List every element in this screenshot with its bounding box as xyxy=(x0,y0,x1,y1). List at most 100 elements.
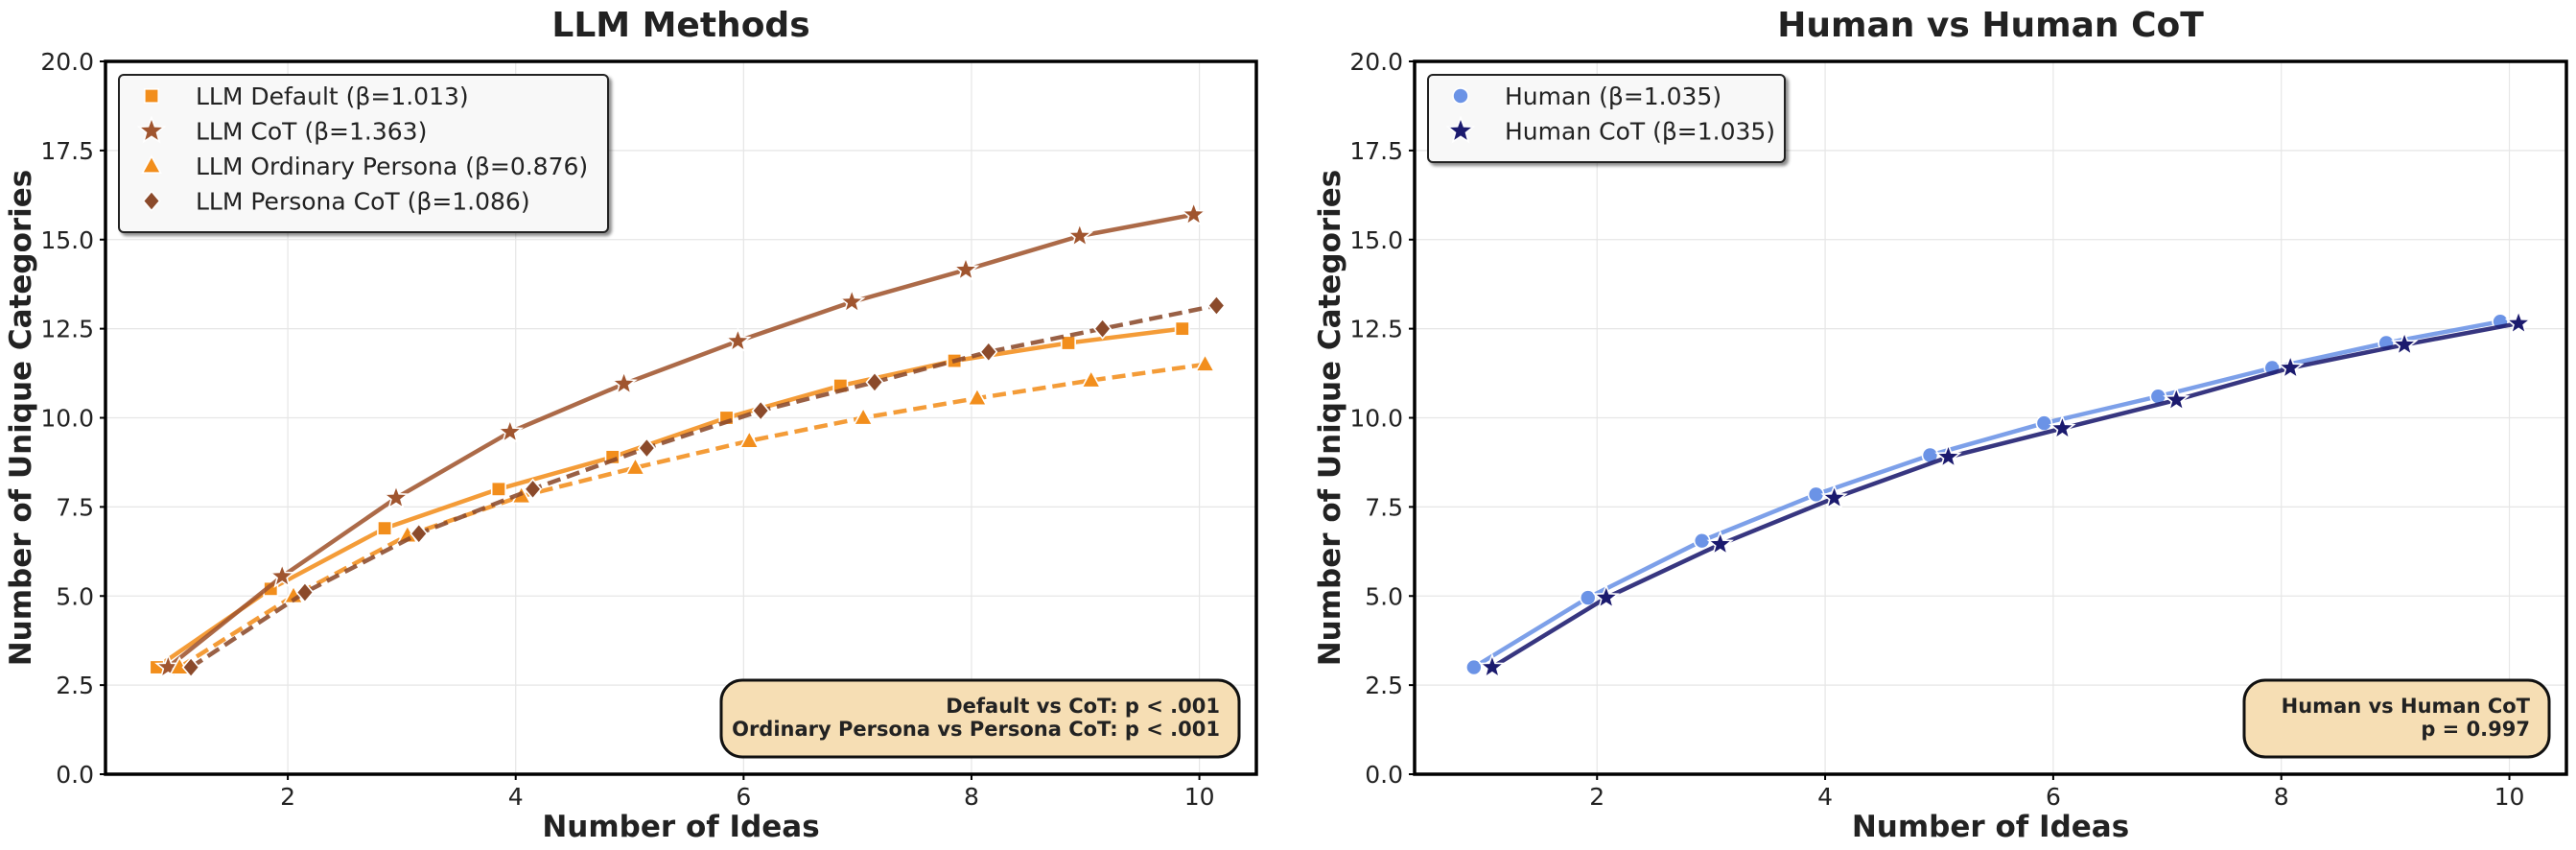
x-tick-label: 4 xyxy=(1817,783,1833,811)
data-point xyxy=(1093,318,1112,340)
chart-title: LLM Methods xyxy=(551,6,809,45)
series-3 xyxy=(169,353,1216,675)
data-point xyxy=(838,287,866,314)
y-tick-label: 0.0 xyxy=(1365,761,1403,789)
x-tick-label: 10 xyxy=(1184,783,1215,811)
x-tick-label: 8 xyxy=(964,783,979,811)
legend: LLM Default (β=1.013) LLM CoT (β=1.363) LL… xyxy=(118,74,609,233)
data-point xyxy=(2163,385,2190,413)
y-tick-label: 5.0 xyxy=(56,582,94,610)
y-tick-label: 0.0 xyxy=(56,761,94,789)
y-tick-label: 20.0 xyxy=(40,48,94,76)
y-tick-label: 7.5 xyxy=(56,493,94,521)
series-line xyxy=(166,212,1195,670)
data-point xyxy=(1194,353,1216,372)
data-point xyxy=(496,417,524,444)
x-tick-label: 6 xyxy=(736,783,751,811)
data-point xyxy=(2049,413,2076,440)
data-point xyxy=(268,561,296,588)
data-point xyxy=(865,371,884,393)
y-axis-label: Number of Unique Categories xyxy=(4,170,38,667)
data-point xyxy=(523,478,543,501)
data-point xyxy=(1060,335,1076,351)
legend-marker xyxy=(1445,115,1476,144)
series-line xyxy=(189,303,1217,670)
y-tick-label: 10.0 xyxy=(1349,405,1403,433)
data-point xyxy=(724,326,752,353)
legend-marker xyxy=(144,88,160,105)
data-point xyxy=(610,369,638,396)
data-point xyxy=(1807,485,1825,504)
data-point xyxy=(490,481,506,497)
legend-label: LLM Default (β=1.013) xyxy=(196,83,469,110)
chart-title: Human vs Human CoT xyxy=(1777,6,2204,45)
series-1 xyxy=(1465,313,2509,676)
data-point xyxy=(2035,414,2053,432)
series-1 xyxy=(149,320,1190,675)
annotation-line: Default vs CoT: p < .001 xyxy=(946,695,1220,718)
x-tick-label: 2 xyxy=(1589,783,1604,811)
y-tick-label: 7.5 xyxy=(1365,493,1403,521)
data-point xyxy=(624,456,646,476)
data-point xyxy=(751,399,770,422)
data-point xyxy=(2277,353,2305,380)
y-tick-label: 15.0 xyxy=(40,226,94,254)
data-point xyxy=(637,437,656,460)
y-tick-label: 17.5 xyxy=(40,137,94,165)
legend-marker xyxy=(1452,87,1469,105)
series-line xyxy=(1490,320,2519,670)
data-point xyxy=(1592,583,1620,610)
legend-box xyxy=(1427,74,1786,163)
series-4 xyxy=(181,295,1226,678)
data-point xyxy=(738,429,761,449)
data-point xyxy=(1180,200,1207,226)
legend-label: LLM CoT (β=1.363) xyxy=(196,118,427,146)
data-point xyxy=(410,523,429,545)
legend-box xyxy=(118,74,609,233)
legend: Human (β=1.035) Human CoT (β=1.035) xyxy=(1427,74,1786,163)
annotation-box xyxy=(719,678,1241,759)
data-point xyxy=(1066,222,1094,248)
y-tick-label: 17.5 xyxy=(1349,137,1403,165)
x-tick-label: 10 xyxy=(2494,783,2525,811)
chart-panel-2: 2 4 6 8 10 0.0 2.5 5.0 7.5 10.0 12.5 15.0 17.5 20.0 Hu… xyxy=(1313,6,2568,844)
series-line xyxy=(178,362,1206,670)
series-2 xyxy=(154,200,1207,679)
x-tick-label: 6 xyxy=(2046,783,2061,811)
data-point xyxy=(1465,658,1483,676)
annotation-box xyxy=(2242,678,2551,759)
data-point xyxy=(1478,652,1507,679)
y-tick-label: 15.0 xyxy=(1349,226,1403,254)
series-line xyxy=(1472,319,2501,670)
data-point xyxy=(979,341,998,364)
annotation-line: Ordinary Persona vs Persona CoT: p < .00… xyxy=(732,718,1220,741)
y-tick-label: 12.5 xyxy=(40,316,94,343)
data-point xyxy=(181,656,200,678)
data-point xyxy=(377,520,393,536)
data-point xyxy=(382,484,410,510)
annotation-line: Human vs Human CoT xyxy=(2282,695,2531,718)
data-point xyxy=(853,406,874,426)
data-point xyxy=(1706,530,1734,556)
x-tick-label: 2 xyxy=(280,783,295,811)
legend-label: LLM Persona CoT (β=1.086) xyxy=(196,188,530,216)
data-point xyxy=(1174,320,1190,337)
legend-label: LLM Ordinary Persona (β=0.876) xyxy=(196,153,588,180)
data-point xyxy=(2504,309,2533,336)
data-point xyxy=(1693,531,1711,550)
data-point xyxy=(951,255,980,282)
annotation-line: p = 0.997 xyxy=(2421,718,2530,741)
y-tick-label: 10.0 xyxy=(40,405,94,433)
data-point xyxy=(1080,368,1102,389)
legend-label: Human CoT (β=1.035) xyxy=(1505,118,1775,146)
data-point xyxy=(1206,295,1226,317)
chart-panel-1: 2 4 6 8 10 0.0 2.5 5.0 7.5 10.0 12.5 15.0 17.5 20.0 LL… xyxy=(4,6,1258,844)
y-tick-label: 20.0 xyxy=(1349,48,1403,76)
legend-marker xyxy=(136,115,167,144)
y-tick-label: 5.0 xyxy=(1365,582,1403,610)
legend-marker xyxy=(142,190,161,212)
x-axis-label: Number of Ideas xyxy=(542,810,819,844)
